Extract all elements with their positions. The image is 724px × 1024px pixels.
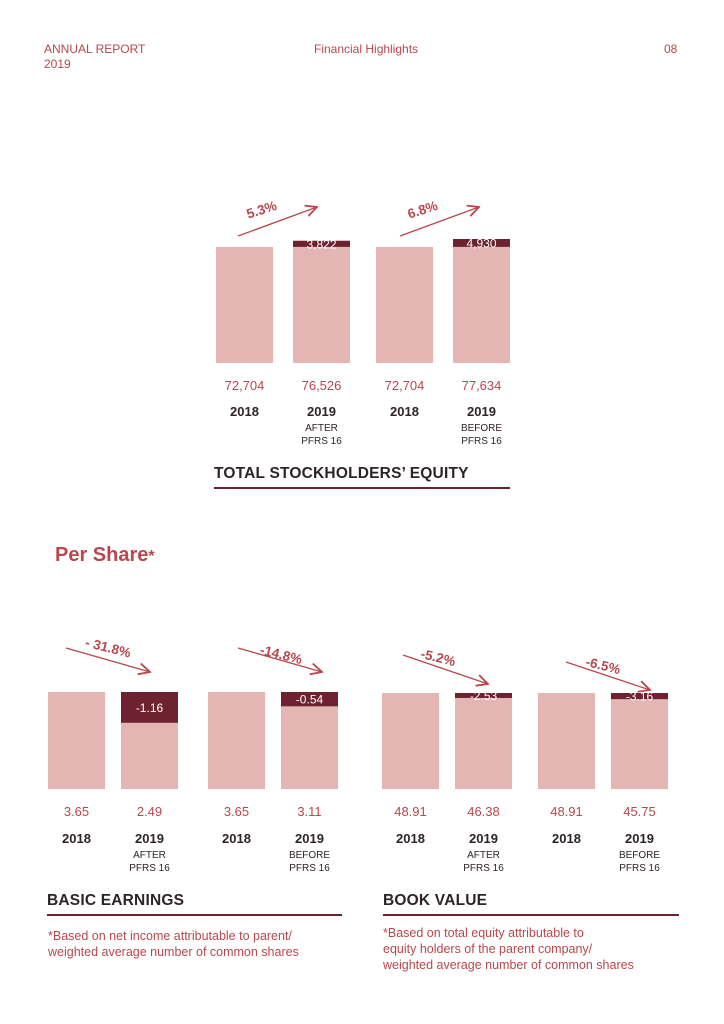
bar-decrement bbox=[121, 692, 178, 723]
bar bbox=[455, 697, 512, 789]
bar bbox=[453, 239, 510, 363]
change-label: -3.16 bbox=[626, 690, 654, 704]
year-label: 2018 bbox=[390, 404, 419, 419]
growth-arrow bbox=[237, 207, 317, 237]
value-label: 3.65 bbox=[224, 804, 249, 819]
value-label: 72,704 bbox=[225, 378, 265, 393]
header-page-number: 08 bbox=[664, 42, 678, 56]
year-label: 2018 bbox=[396, 831, 425, 846]
bar bbox=[376, 246, 433, 363]
bar bbox=[538, 693, 595, 789]
pfrs-label: BEFORE bbox=[461, 423, 502, 434]
value-label: 3.65 bbox=[64, 804, 89, 819]
bar-decrement bbox=[611, 693, 668, 700]
book-value-title: BOOK VALUE bbox=[383, 892, 679, 916]
basic-earnings-chart: 3.65 2018 -1.16 2.49 2019 AFTER PFRS 16 - 31.8%… bbox=[48, 635, 338, 874]
value-label: 72,704 bbox=[385, 378, 425, 393]
pfrs-label: AFTER bbox=[305, 423, 338, 434]
basic-earnings-note-line: *Based on net income attributable to par… bbox=[48, 929, 292, 943]
pfrs-label: PFRS 16 bbox=[463, 863, 504, 874]
book-value-note-line: weighted average number of common shares bbox=[383, 958, 634, 972]
header-report-year: 2019 bbox=[44, 57, 71, 71]
growth-arrow bbox=[65, 647, 150, 672]
year-label: 2019 bbox=[469, 831, 498, 846]
year-label: 2018 bbox=[222, 831, 251, 846]
value-label: 45.75 bbox=[623, 804, 656, 819]
growth-label: -14.8% bbox=[259, 642, 304, 667]
book-value-note-line: equity holders of the parent company/ bbox=[383, 942, 593, 956]
bar bbox=[121, 722, 178, 789]
equity-chart-title: TOTAL STOCKHOLDERS’ EQUITY bbox=[214, 465, 510, 489]
year-label: 2019 bbox=[135, 831, 164, 846]
value-label: 2.49 bbox=[137, 804, 162, 819]
growth-arrow bbox=[402, 654, 488, 684]
bar bbox=[293, 240, 350, 363]
value-label: 48.91 bbox=[394, 804, 427, 819]
pfrs-label: PFRS 16 bbox=[289, 863, 330, 874]
change-label: -0.54 bbox=[296, 693, 324, 707]
value-label: 46.38 bbox=[467, 804, 500, 819]
growth-arrow bbox=[399, 207, 479, 237]
pfrs-label: AFTER bbox=[133, 850, 166, 861]
header-report-title: ANNUAL REPORT bbox=[44, 42, 146, 56]
pfrs-label: PFRS 16 bbox=[129, 863, 170, 874]
equity-chart: 72,704 2018 3,822 76,526 2019 AFTER PFRS 16 5.3… bbox=[216, 198, 510, 447]
growth-arrow bbox=[565, 661, 650, 690]
bar-decrement bbox=[281, 692, 338, 707]
bar-decrement bbox=[455, 693, 512, 698]
pfrs-label: PFRS 16 bbox=[619, 863, 660, 874]
change-label: 3,822 bbox=[306, 237, 336, 251]
value-label: 3.11 bbox=[297, 804, 321, 819]
year-label: 2018 bbox=[62, 831, 91, 846]
year-label: 2019 bbox=[307, 404, 336, 419]
year-label: 2018 bbox=[552, 831, 581, 846]
basic-earnings-note: *Based on net income attributable to par… bbox=[48, 928, 299, 960]
change-label: -2.53 bbox=[470, 689, 498, 703]
growth-arrow bbox=[237, 647, 322, 672]
bar bbox=[281, 706, 338, 789]
bar-increment bbox=[453, 239, 510, 247]
bar-increment bbox=[293, 240, 350, 247]
per-share-heading: Per Share* bbox=[55, 544, 155, 567]
bar bbox=[208, 692, 265, 789]
year-label: 2019 bbox=[295, 831, 324, 846]
pfrs-label: BEFORE bbox=[619, 850, 660, 861]
book-value-chart: 48.91 2018 -2.53 46.38 2019 AFTER PFRS 16 -5.2%… bbox=[382, 646, 668, 874]
value-label: 77,634 bbox=[462, 378, 502, 393]
pfrs-label: PFRS 16 bbox=[461, 436, 502, 447]
bar bbox=[216, 246, 273, 363]
bar bbox=[48, 692, 105, 789]
growth-label: 5.3% bbox=[245, 198, 279, 222]
bar bbox=[611, 699, 668, 789]
book-value-note: *Based on total equity attributable to e… bbox=[383, 925, 634, 973]
value-label: 76,526 bbox=[302, 378, 342, 393]
pfrs-label: BEFORE bbox=[289, 850, 330, 861]
change-label: 4,930 bbox=[466, 236, 496, 250]
per-share-heading-text: Per Share bbox=[55, 544, 149, 566]
pfrs-label: PFRS 16 bbox=[301, 436, 342, 447]
year-label: 2019 bbox=[625, 831, 654, 846]
bar bbox=[382, 693, 439, 789]
book-value-note-line: *Based on total equity attributable to bbox=[383, 926, 584, 940]
growth-label: -5.2% bbox=[419, 646, 457, 669]
year-label: 2019 bbox=[467, 404, 496, 419]
year-label: 2018 bbox=[230, 404, 259, 419]
basic-earnings-note-line: weighted average number of common shares bbox=[48, 945, 299, 959]
growth-label: - 31.8% bbox=[84, 635, 133, 661]
change-label: -1.16 bbox=[136, 701, 164, 715]
header-section-title: Financial Highlights bbox=[314, 42, 419, 56]
growth-label: 6.8% bbox=[406, 198, 440, 222]
per-share-asterisk: * bbox=[148, 548, 155, 565]
pfrs-label: AFTER bbox=[467, 850, 500, 861]
basic-earnings-title: BASIC EARNINGS bbox=[47, 892, 342, 916]
header-report-label: ANNUAL REPORT 2019 bbox=[44, 42, 145, 72]
value-label: 48.91 bbox=[550, 804, 583, 819]
